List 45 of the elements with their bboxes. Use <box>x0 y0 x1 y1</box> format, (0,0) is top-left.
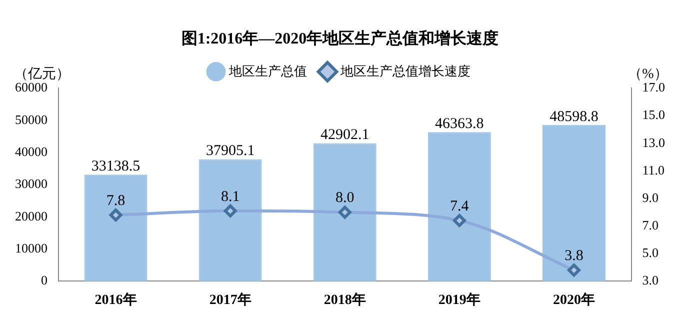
y-tick-label: 30000 <box>15 176 48 192</box>
y-axis-title: （亿元） <box>14 66 70 82</box>
y-tick-label: 20000 <box>15 208 48 224</box>
y-tick-label: 0 <box>41 272 48 288</box>
legend-label: 地区生产总值增长速度 <box>340 63 470 78</box>
bar <box>198 159 262 282</box>
bar <box>428 132 491 282</box>
data-label: 48598.8 <box>550 108 598 125</box>
chart-title: 图1:2016年—2020年地区生产总值和增长速度 <box>181 28 499 48</box>
y2-tick-label: 13.0 <box>642 134 665 150</box>
data-label: 8.0 <box>336 190 354 206</box>
data-label: 46363.8 <box>435 116 484 132</box>
point <box>567 264 580 277</box>
data-label: 3.8 <box>564 248 584 264</box>
y2-tick-label: 3.0 <box>642 272 658 288</box>
y2-tick-label: 9.0 <box>642 190 658 205</box>
y-tick-label: 50000 <box>15 112 48 127</box>
y2-tick-label: 5.0 <box>642 245 658 260</box>
x-tick-label: 2016年 <box>94 292 137 308</box>
point <box>452 214 466 228</box>
y2-tick-label: 11.0 <box>642 162 665 178</box>
data-label: 7.4 <box>450 198 470 214</box>
y2-axis-title: （%） <box>628 66 668 82</box>
data-label: 33138.5 <box>91 158 140 175</box>
x-tick-label: 2017年 <box>209 292 252 308</box>
y2-tick-label: 7.0 <box>642 217 658 232</box>
bar <box>542 124 606 282</box>
y-tick-label: 10000 <box>15 240 48 256</box>
data-label: 7.8 <box>106 192 126 209</box>
legend-label: 地区生产总值 <box>228 63 307 78</box>
data-label: 37905.1 <box>206 143 255 160</box>
data-label: 42902.1 <box>320 127 370 144</box>
y2-tick-label: 17.0 <box>642 80 665 95</box>
point <box>224 204 237 218</box>
bar <box>313 143 376 282</box>
bar <box>84 174 148 282</box>
x-tick-label: 2018年 <box>324 292 366 308</box>
y2-tick-label: 15.0 <box>642 107 665 122</box>
y-tick-label: 60000 <box>15 80 48 95</box>
data-label: 8.1 <box>220 188 240 205</box>
point <box>338 206 352 219</box>
y-tick-label: 40000 <box>15 144 48 159</box>
x-tick-label: 2019年 <box>438 292 480 308</box>
x-tick-label: 2020年 <box>552 292 595 308</box>
point <box>109 208 122 222</box>
